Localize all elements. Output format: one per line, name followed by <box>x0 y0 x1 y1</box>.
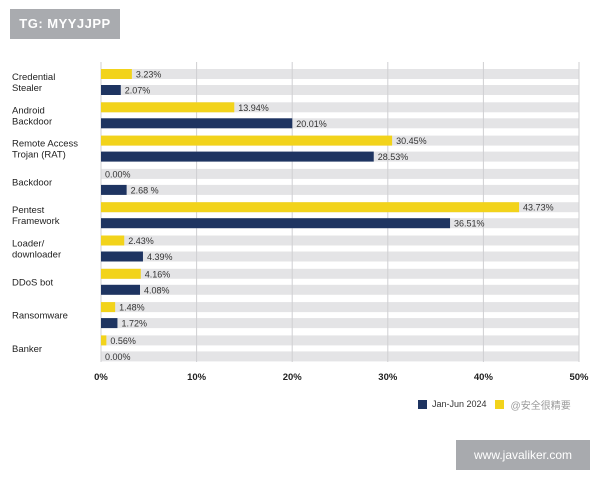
x-tick-label: 10% <box>187 372 207 383</box>
bar-track <box>101 251 579 262</box>
bar-track <box>101 102 579 113</box>
bar-value-label: 30.45% <box>396 136 427 146</box>
bar-previous <box>101 251 143 262</box>
bar-previous <box>101 218 451 229</box>
x-tick-label: 0% <box>94 372 108 383</box>
category-label: Remote Access <box>12 139 78 150</box>
bar-previous <box>101 318 118 329</box>
bar-current <box>101 102 235 113</box>
bar-previous <box>101 118 293 129</box>
category-label: Pentest <box>12 205 45 216</box>
legend-item-previous: Jan-Jun 2024 <box>418 399 487 409</box>
category-label: Credential <box>12 72 55 83</box>
bar-track <box>101 85 579 95</box>
site-url-banner: www.javaliker.com <box>456 440 590 470</box>
bar-track <box>101 184 579 195</box>
bar-track <box>101 335 579 346</box>
bar-previous <box>101 284 141 295</box>
bar-previous <box>101 151 374 162</box>
x-tick-label: 40% <box>474 372 494 383</box>
bar-current <box>101 302 116 313</box>
bar-value-label: 20.01% <box>296 119 327 129</box>
bar-value-label: 28.53% <box>378 152 409 162</box>
bar-value-label: 1.72% <box>121 319 147 329</box>
category-label: Stealer <box>12 83 42 94</box>
bar-value-label: 2.68 % <box>131 185 159 195</box>
category-label: Ransomware <box>12 311 68 322</box>
bar-previous <box>101 85 121 95</box>
bar-value-label: 2.07% <box>125 86 151 96</box>
bar-track <box>101 69 579 79</box>
category-label: Loader/ <box>12 239 45 250</box>
bar-track <box>101 302 579 313</box>
category-label: DDoS bot <box>12 277 54 288</box>
bar-value-label: 3.23% <box>136 70 162 80</box>
bar-track <box>101 268 579 279</box>
channel-tag: TG: MYYJJPP <box>10 9 120 39</box>
bar-value-label: 0.56% <box>110 336 136 346</box>
bar-previous <box>101 184 127 195</box>
chart-legend: Jan-Jun 2024 @安全很精要 <box>418 396 579 412</box>
category-label: Backdoor <box>12 177 52 188</box>
bar-value-label: 43.73% <box>523 203 554 213</box>
bar-value-label: 1.48% <box>119 303 145 313</box>
watermark-text: @安全很精要 <box>510 400 571 412</box>
category-label: Android <box>12 105 45 116</box>
category-label: Backdoor <box>12 116 52 127</box>
bar-current <box>101 202 520 213</box>
bar-value-label: 36.51% <box>454 219 485 229</box>
bar-value-label: 4.39% <box>147 252 173 262</box>
bar-value-label: 2.43% <box>128 236 154 246</box>
bar-track <box>101 235 579 246</box>
bar-track <box>101 318 579 329</box>
bar-value-label: 0.00% <box>105 169 131 179</box>
bar-track <box>101 284 579 295</box>
bar-value-label: 4.16% <box>145 269 171 279</box>
bar-track <box>101 168 579 179</box>
x-tick-label: 50% <box>569 372 589 383</box>
bar-current <box>101 335 107 346</box>
category-label: Banker <box>12 344 42 355</box>
legend-item-current: @安全很精要 <box>494 397 571 412</box>
x-tick-label: 20% <box>283 372 303 383</box>
bar-current <box>101 135 393 146</box>
bar-current <box>101 268 141 279</box>
bar-current <box>101 235 125 246</box>
bar-current <box>101 69 132 79</box>
category-label: Trojan (RAT) <box>12 150 66 161</box>
legend-swatch-current <box>494 399 504 409</box>
x-tick-label: 30% <box>378 372 398 383</box>
legend-swatch-previous <box>418 399 427 409</box>
bar-value-label: 13.94% <box>238 103 269 113</box>
category-label: downloader <box>12 250 61 261</box>
category-label: Framework <box>12 216 60 227</box>
bar-value-label: 0.00% <box>105 352 131 362</box>
bar-track <box>101 351 579 362</box>
bar-track <box>101 118 579 129</box>
legend-label-previous: Jan-Jun 2024 <box>432 399 487 409</box>
bar-value-label: 4.08% <box>144 285 170 295</box>
